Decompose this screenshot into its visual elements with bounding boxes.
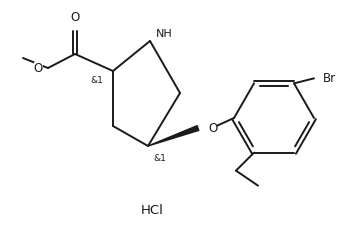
Text: NH: NH	[156, 29, 173, 39]
Text: O: O	[34, 61, 43, 75]
Text: O: O	[208, 122, 217, 134]
Text: HCl: HCl	[140, 204, 163, 218]
Polygon shape	[148, 126, 199, 146]
Text: &1: &1	[90, 76, 103, 85]
Text: Br: Br	[323, 72, 336, 85]
Text: O: O	[70, 11, 80, 24]
Text: &1: &1	[153, 154, 166, 163]
